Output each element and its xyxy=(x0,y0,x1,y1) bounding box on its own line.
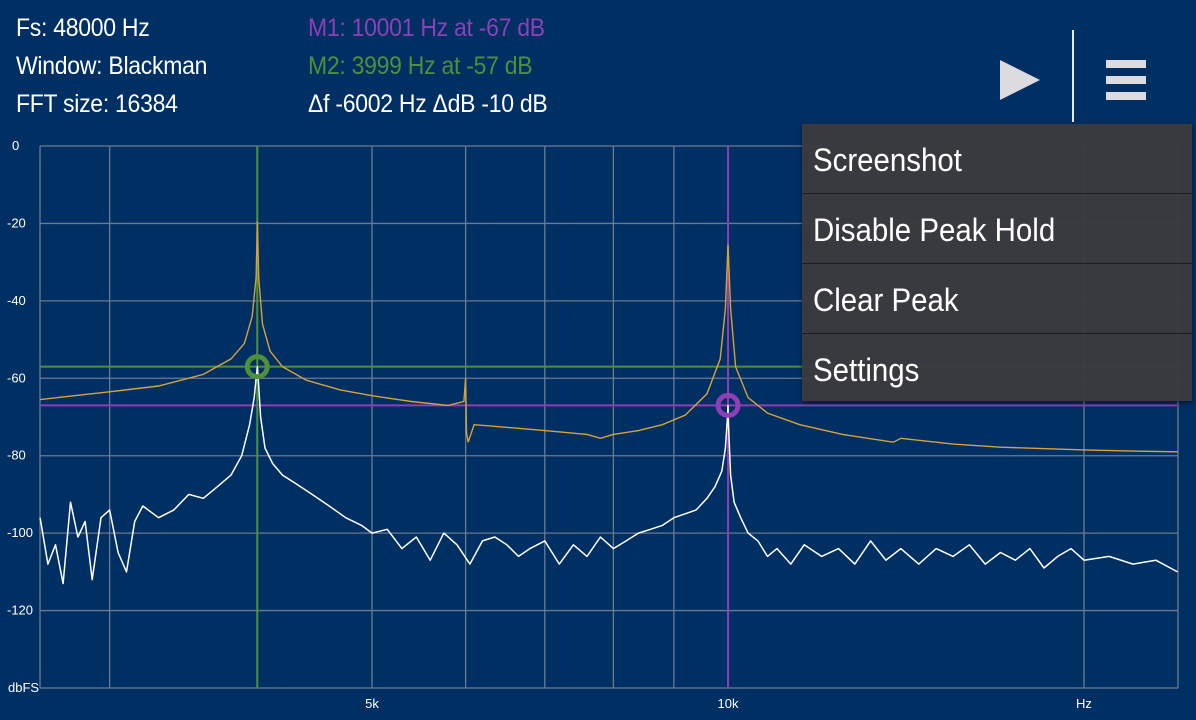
y-tick-label: -120 xyxy=(7,603,33,618)
overflow-menu-button[interactable] xyxy=(1098,52,1154,108)
y-axis-unit-label: dbFS xyxy=(8,680,39,695)
sample-rate-text: Fs: 48000 Hz xyxy=(16,14,150,42)
menu-item-screenshot[interactable]: Screenshot xyxy=(802,124,1192,194)
live-spectrum-trace xyxy=(39,365,1178,585)
marker-m2-handle[interactable] xyxy=(244,354,270,380)
y-axis-labels: 0 -20 -40 -60 -80 -100 -120 dbFS xyxy=(7,138,39,695)
y-tick-label: -60 xyxy=(7,370,26,385)
y-tick-label: -100 xyxy=(7,525,33,540)
play-icon xyxy=(1000,60,1040,100)
play-button[interactable] xyxy=(990,50,1050,110)
marker-m2-text: M2: 3999 Hz at -57 dB xyxy=(308,52,533,80)
x-tick-label: 10k xyxy=(718,696,739,711)
x-tick-label: 5k xyxy=(365,696,379,711)
overflow-menu: Screenshot Disable Peak Hold Clear Peak … xyxy=(802,124,1192,401)
y-tick-label: -40 xyxy=(7,293,26,308)
toolbar-divider xyxy=(1072,30,1074,122)
window-type-text: Window: Blackman xyxy=(16,52,208,80)
x-tick-label: Hz xyxy=(1076,696,1092,711)
marker-m1-handle[interactable] xyxy=(715,392,741,418)
menu-item-settings[interactable]: Settings xyxy=(813,352,920,388)
y-tick-label: -80 xyxy=(7,448,26,463)
menu-item-disable-peak-hold[interactable]: Disable Peak Hold xyxy=(802,194,1192,264)
marker-delta-text: Δf -6002 Hz ΔdB -10 dB xyxy=(308,90,548,118)
menu-item-clear-peak[interactable]: Clear Peak xyxy=(802,264,1192,334)
y-tick-label: 0 xyxy=(12,138,19,153)
hamburger-menu-icon xyxy=(1106,60,1146,68)
marker-handles[interactable] xyxy=(244,354,741,418)
y-tick-label: -20 xyxy=(7,215,26,230)
x-axis-labels: 5k 10k Hz xyxy=(365,696,1092,711)
fft-size-text: FFT size: 16384 xyxy=(16,90,178,118)
peak-hold-trace xyxy=(40,221,1178,453)
analyzer-info: Fs: 48000 Hz Window: Blackman FFT size: … xyxy=(16,9,207,123)
marker-info: M1: 10001 Hz at -67 dB M2: 3999 Hz at -5… xyxy=(308,9,548,123)
marker-m1-text: M1: 10001 Hz at -67 dB xyxy=(308,14,545,42)
